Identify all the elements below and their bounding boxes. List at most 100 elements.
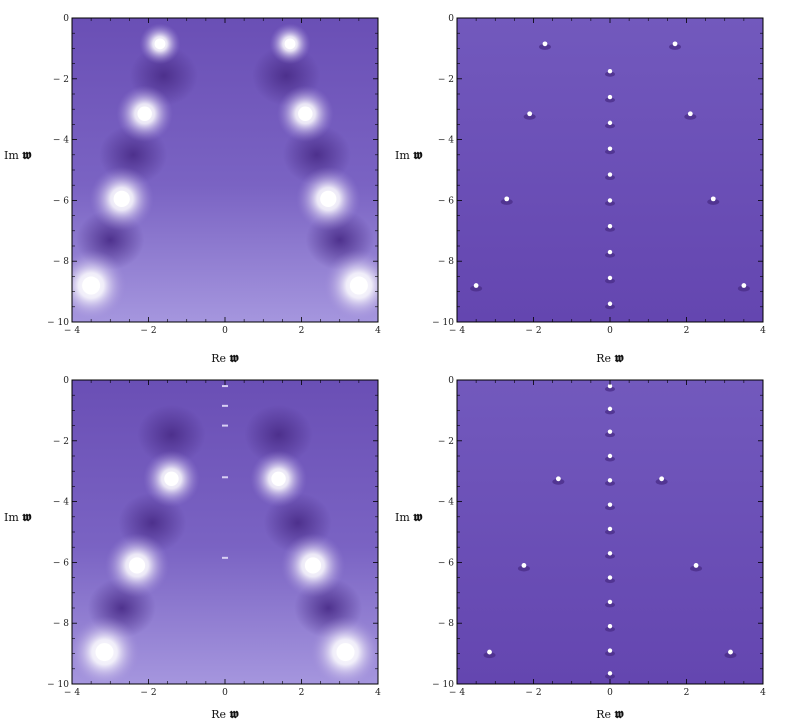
y-tick-label: − 4 — [53, 498, 69, 508]
axis-pole-shadow — [605, 626, 615, 632]
axis-pole-shadow — [605, 673, 615, 679]
x-tick-label: 2 — [299, 326, 305, 336]
x-tick-label: − 4 — [64, 688, 80, 698]
y-axis-symbol: 𝖜 — [413, 510, 423, 525]
pole-core — [271, 471, 286, 486]
zero-region — [137, 404, 206, 465]
pole-core — [298, 106, 313, 121]
pole-point — [710, 196, 716, 202]
pole-core — [154, 38, 166, 50]
axis-pole-shadow — [605, 386, 615, 392]
pole-shadow — [517, 565, 530, 572]
x-tick-label: 2 — [684, 688, 690, 698]
pole-point — [527, 111, 533, 117]
x-tick-label: 4 — [760, 326, 766, 336]
x-axis-symbol: 𝖜 — [615, 707, 625, 722]
axis-pole-shadow — [605, 278, 615, 284]
axis-pole — [607, 383, 613, 389]
x-tick-label: − 2 — [140, 326, 156, 336]
axis-pole — [222, 424, 228, 427]
y-tick-label: − 6 — [438, 558, 454, 568]
axis-pole — [607, 648, 613, 653]
x-axis-prefix: Re — [211, 708, 229, 721]
pole-core — [82, 276, 101, 295]
axis-pole-shadow — [605, 123, 615, 129]
y-tick-label: − 8 — [53, 257, 69, 267]
pole-shadow — [707, 198, 720, 205]
axis-pole — [607, 301, 613, 306]
axis-pole-shadow — [605, 529, 615, 535]
x-axis-symbol: 𝖜 — [615, 351, 625, 366]
x-tick-label: − 4 — [449, 688, 465, 698]
y-tick-label: − 6 — [53, 558, 69, 568]
axis-pole — [607, 599, 613, 605]
axis-pole — [607, 624, 613, 629]
x-axis-label: Re 𝖜 — [596, 707, 624, 722]
pole-shadow — [655, 478, 668, 485]
y-axis-prefix: Im — [4, 511, 22, 524]
axis-pole — [607, 146, 613, 151]
y-axis-label: Im 𝖜 — [4, 510, 32, 525]
x-tick-label: − 2 — [140, 688, 156, 698]
y-tick-label: − 10 — [432, 680, 454, 690]
x-axis-symbol: 𝖜 — [230, 351, 240, 366]
x-tick-label: − 2 — [525, 688, 541, 698]
axis-pole-shadow — [605, 252, 615, 258]
pole-core — [137, 106, 152, 121]
y-tick-label: − 10 — [432, 318, 454, 328]
axis-pole-shadow — [605, 602, 615, 608]
axis-pole — [607, 429, 613, 434]
pole-shadow — [523, 113, 536, 120]
pole-core — [349, 276, 368, 295]
y-tick-label: − 4 — [53, 136, 69, 146]
axis-pole-shadow — [605, 505, 615, 511]
pole-point — [728, 649, 733, 655]
y-tick-label: − 10 — [47, 680, 69, 690]
pole-point — [741, 283, 747, 288]
axis-pole — [607, 526, 613, 532]
axis-pole-shadow — [605, 175, 615, 181]
pole-shadow — [500, 198, 513, 205]
x-tick-label: 0 — [222, 326, 228, 336]
y-tick-label: 0 — [63, 376, 69, 386]
x-axis-prefix: Re — [596, 352, 614, 365]
pole-shadow — [684, 113, 697, 120]
y-axis-label: Im 𝖜 — [4, 148, 32, 163]
axis-pole-shadow — [605, 651, 615, 657]
y-tick-label: 0 — [448, 376, 454, 386]
axis-pole-shadow — [605, 304, 615, 310]
heatmap-field — [72, 18, 378, 322]
axis-pole — [222, 385, 228, 388]
y-tick-label: − 4 — [438, 498, 454, 508]
x-tick-label: − 4 — [449, 326, 465, 336]
axis-pole — [222, 556, 228, 559]
axis-pole — [607, 575, 613, 580]
pole-point — [659, 476, 665, 482]
pole-core — [320, 190, 337, 207]
x-axis-label: Re 𝖜 — [211, 351, 239, 366]
pole-shadow — [690, 565, 703, 572]
pole-point — [555, 476, 561, 482]
x-axis-label: Re 𝖜 — [211, 707, 239, 722]
heatmap-field — [457, 380, 763, 684]
pole-point — [504, 196, 510, 202]
y-tick-label: − 2 — [438, 437, 454, 447]
heatmap-field — [457, 18, 763, 322]
x-axis-prefix: Re — [596, 708, 614, 721]
zero-region — [244, 404, 313, 465]
x-axis-prefix: Re — [211, 352, 229, 365]
y-tick-label: − 6 — [438, 196, 454, 206]
axis-pole — [607, 198, 613, 203]
axis-pole — [607, 453, 613, 459]
pole-point — [687, 111, 693, 117]
y-tick-label: − 2 — [438, 75, 454, 85]
x-tick-label: 4 — [760, 688, 766, 698]
axis-pole — [607, 551, 613, 556]
axis-pole — [222, 476, 228, 479]
pole-core — [164, 471, 179, 486]
